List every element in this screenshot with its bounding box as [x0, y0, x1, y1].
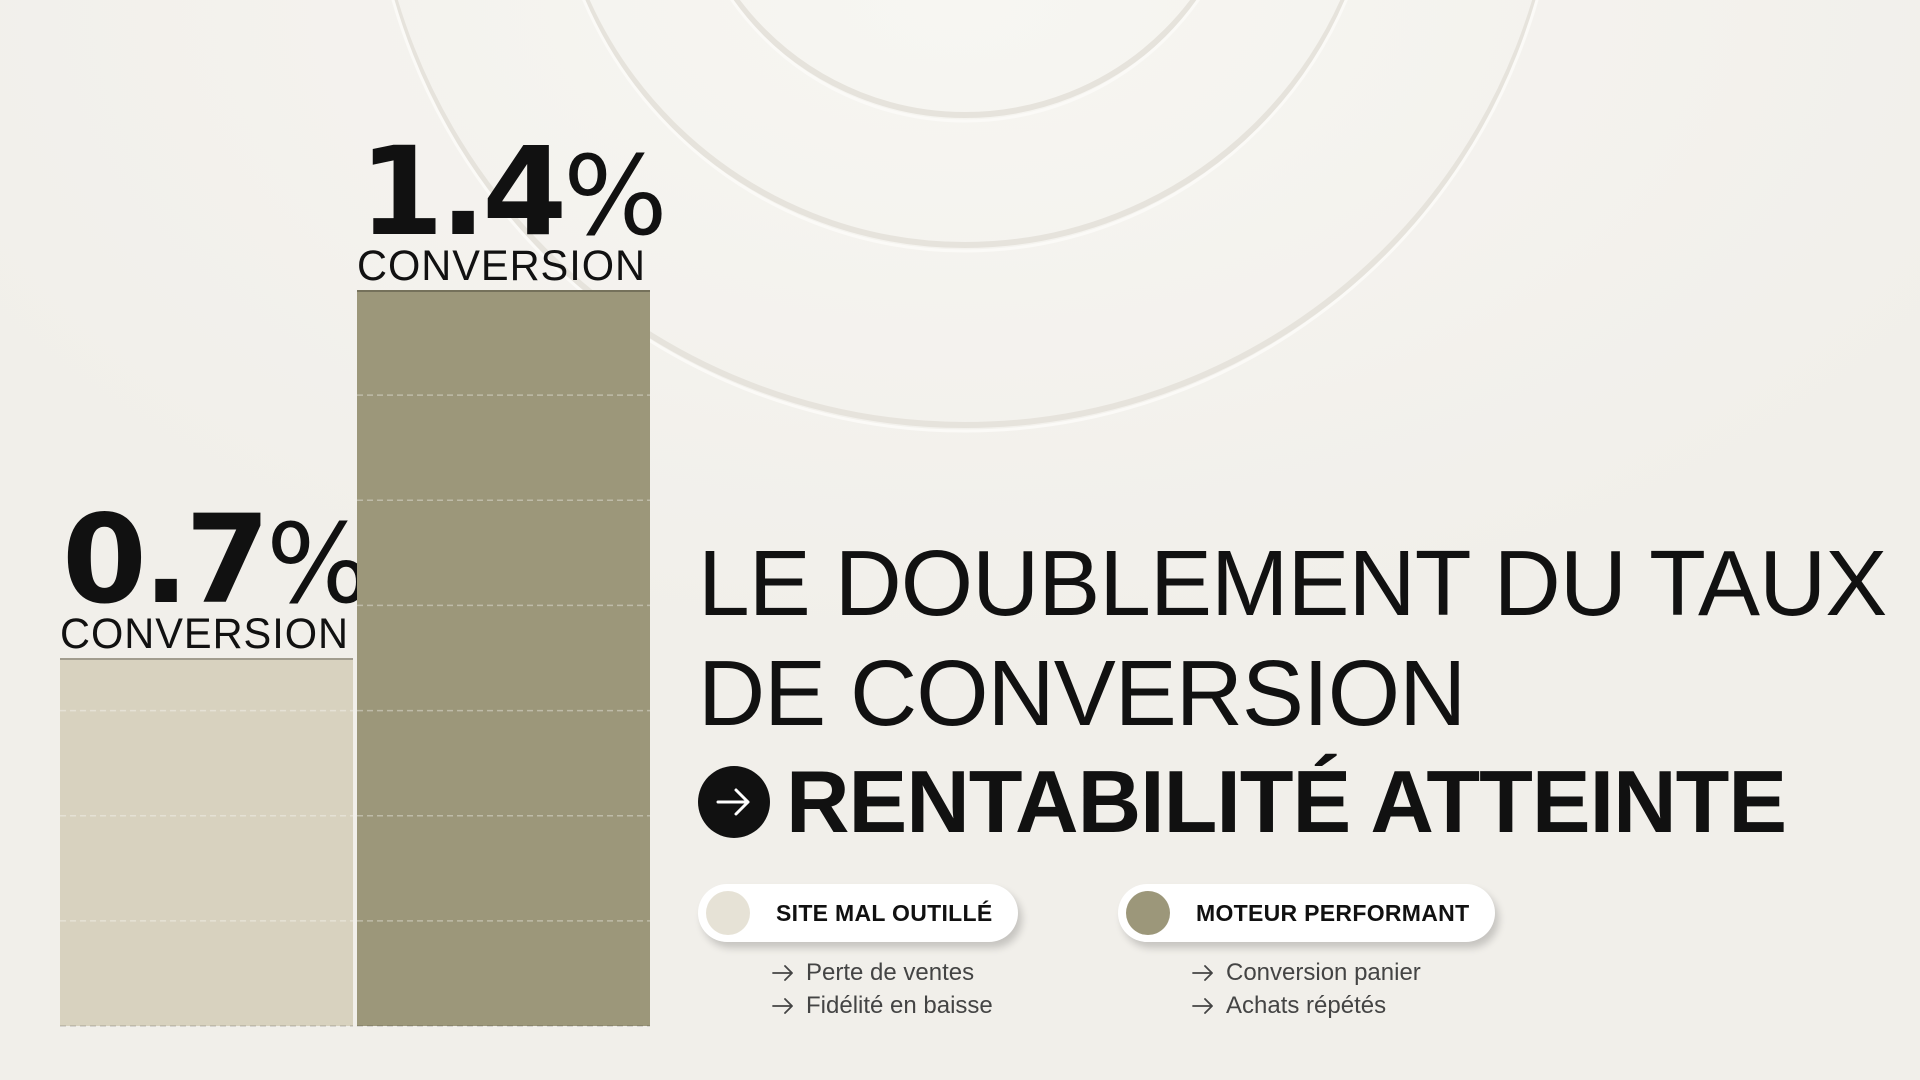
list-item-text: Perte de ventes — [806, 959, 975, 986]
arrow-right-icon — [698, 766, 770, 838]
list-item: Perte de ventes — [772, 956, 1018, 989]
arrow-right-icon — [772, 964, 794, 981]
legend-sub-list: Conversion panier Achats répétés — [1118, 956, 1495, 1022]
arrow-right-icon — [772, 997, 794, 1014]
list-item: Achats répétés — [1192, 989, 1495, 1022]
list-item-text: Conversion panier — [1226, 959, 1421, 986]
legend-label: MOTEUR PERFORMANT — [1196, 899, 1470, 926]
headline-emphasis: RENTABILITÉ ATTEINTE — [786, 752, 1787, 851]
headline: LE DOUBLEMENT DU TAUX DE CONVERSION RENT… — [698, 528, 1887, 856]
legend-swatch — [706, 891, 750, 935]
headline-emphasis-row: RENTABILITÉ ATTEINTE — [698, 748, 1878, 856]
list-item-text: Achats répétés — [1226, 992, 1387, 1019]
bar-value-label: 1.4% — [359, 121, 668, 263]
bar-value-label: 0.7% — [62, 489, 371, 631]
legend-swatch — [1126, 891, 1170, 935]
legend-pill: MOTEUR PERFORMANT — [1118, 884, 1496, 942]
list-item: Fidélité en baisse — [772, 989, 1018, 1022]
legend-label: SITE MAL OUTILLÉ — [776, 899, 993, 926]
legend-moteur-performant: MOTEUR PERFORMANT Conversion panier Acha… — [1118, 884, 1496, 1022]
list-item-text: Fidélité en baisse — [806, 992, 993, 1019]
headline-line-1: LE DOUBLEMENT DU TAUX — [698, 531, 1887, 635]
bar-sub-label: CONVERSION — [60, 610, 349, 658]
arrow-right-icon — [1192, 964, 1214, 981]
arrow-right-icon — [1192, 997, 1214, 1014]
legend-site-mal-outille: SITE MAL OUTILLÉ Perte de ventes Fidélit… — [698, 884, 1019, 1022]
list-item: Conversion panier — [1192, 956, 1495, 989]
bar-sub-label: CONVERSION — [357, 242, 646, 290]
headline-line-2: DE CONVERSION — [698, 641, 1466, 745]
legend-pill: SITE MAL OUTILLÉ — [698, 884, 1019, 942]
bar-2 — [357, 290, 650, 1026]
legend-sub-list: Perte de ventes Fidélité en baisse — [698, 956, 1018, 1022]
bar-1 — [60, 658, 353, 1026]
